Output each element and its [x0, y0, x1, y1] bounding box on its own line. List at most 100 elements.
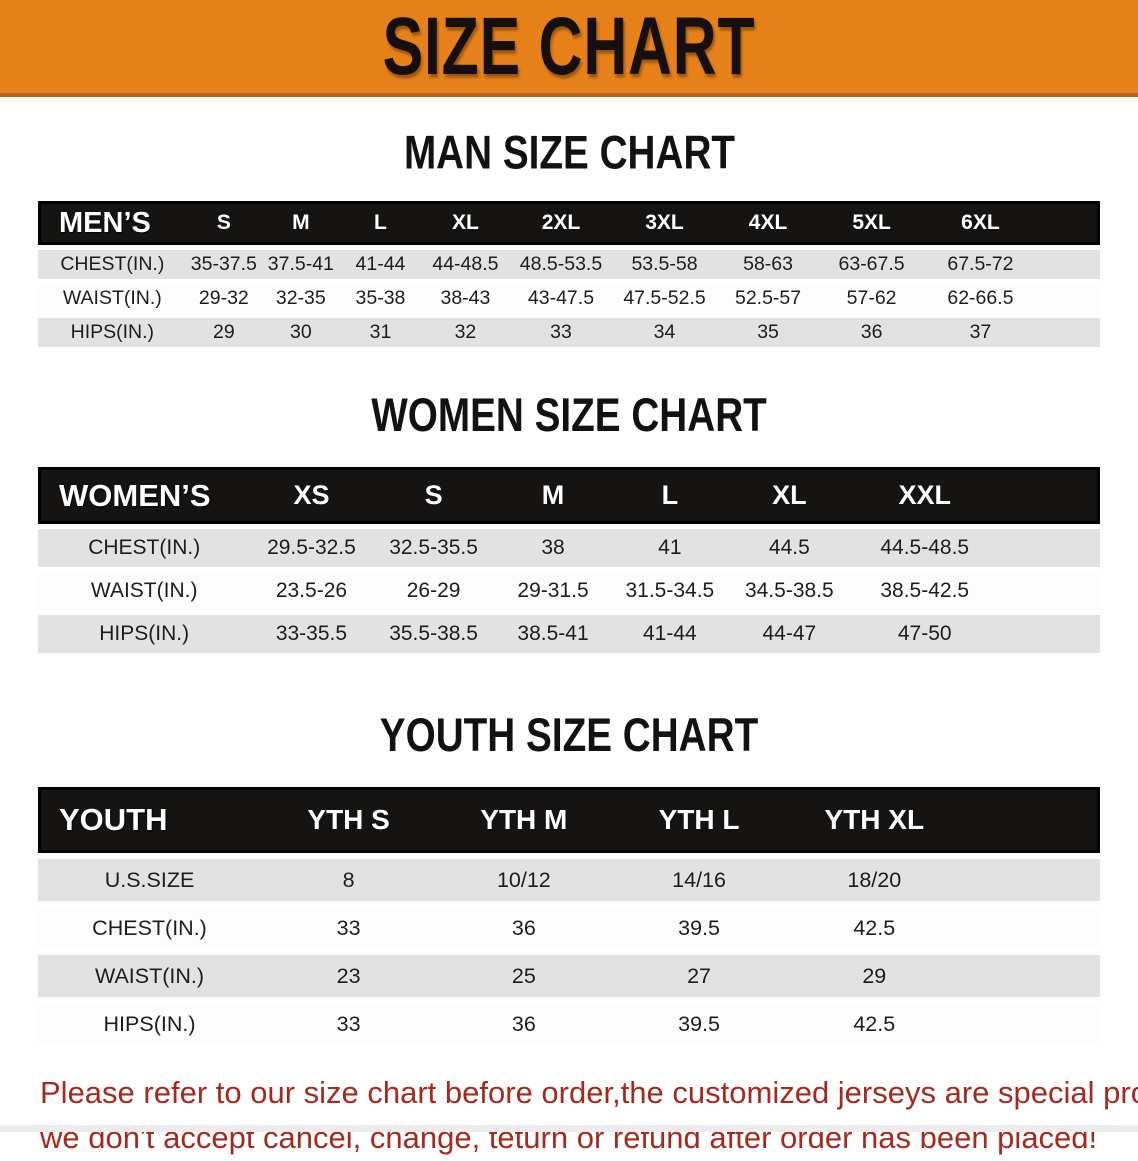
men-cell-waist-in-s: 29-32 — [186, 279, 261, 313]
youth-cell-chest-in-yth-m: 36 — [436, 901, 612, 949]
women-cell-hips-in-xl: 44-47 — [728, 610, 851, 653]
women-cell-chest-in-m: 38 — [494, 524, 612, 567]
youth-section: YOUTH SIZE CHART YOUTH YTH S YTH M YTH L YTH… — [0, 708, 1138, 1045]
men-cell-hips-in-3xl: 34 — [611, 313, 718, 347]
women-row-chest-in: CHEST(IN.) 29.5-32.5 32.5-35.5 38 41 44.5 44.5… — [38, 524, 1100, 567]
men-row-label-waist-in: WAIST(IN.) — [38, 279, 187, 313]
youth-row-spacer — [961, 901, 1100, 949]
women-cell-hips-in-l: 41-44 — [611, 610, 729, 653]
youth-row-label-chest-in: CHEST(IN.) — [38, 901, 262, 949]
women-cell-chest-in-l: 41 — [611, 524, 729, 567]
youth-cell-hips-in-yth-m: 36 — [436, 997, 612, 1045]
men-column-header-6xl: 6XL — [924, 201, 1037, 245]
men-section: MAN SIZE CHART MEN’S S M L XL 2XL 3XL 4XL 5XL 6XL… — [0, 125, 1138, 347]
youth-cell-waist-in-yth-m: 25 — [436, 949, 612, 997]
youth-row-waist-in: WAIST(IN.) 23 25 27 29 — [38, 949, 1100, 997]
women-row-label-hips-in: HIPS(IN.) — [38, 610, 251, 653]
women-heading-text: WOMEN SIZE CHART — [371, 387, 767, 442]
men-cell-waist-in-5xl: 57-62 — [818, 279, 925, 313]
men-cell-waist-in-4xl: 52.5-57 — [717, 279, 819, 313]
women-cell-waist-in-m: 29-31.5 — [494, 567, 612, 610]
men-row-spacer — [1036, 279, 1100, 313]
page-title: SIZE CHART — [382, 0, 756, 93]
women-size-table: WOMEN’S XS S M L XL XXL CHEST(IN.) 29.5-32.5 32.5… — [38, 467, 1100, 653]
men-row-chest-in: CHEST(IN.) 35-37.5 37.5-41 41-44 44-48.5 48.5… — [38, 245, 1100, 279]
men-cell-waist-in-m: 32-35 — [261, 279, 341, 313]
women-cell-waist-in-l: 31.5-34.5 — [611, 567, 729, 610]
women-cell-waist-in-xxl: 38.5-42.5 — [850, 567, 1000, 610]
men-cell-chest-in-2xl: 48.5-53.5 — [510, 245, 612, 279]
men-cell-hips-in-2xl: 33 — [510, 313, 612, 347]
men-heading-text: MAN SIZE CHART — [403, 125, 735, 180]
men-row-waist-in: WAIST(IN.) 29-32 32-35 35-38 38-43 43-47.5 47.… — [38, 279, 1100, 313]
men-cell-chest-in-s: 35-37.5 — [186, 245, 261, 279]
youth-column-header-yth-xl: YTH XL — [786, 787, 962, 853]
youth-table-title: YOUTH — [38, 787, 262, 853]
youth-row-spacer — [961, 853, 1100, 901]
men-cell-chest-in-4xl: 58-63 — [717, 245, 819, 279]
men-cell-hips-in-5xl: 36 — [818, 313, 925, 347]
men-column-header-4xl: 4XL — [717, 201, 819, 245]
youth-cell-waist-in-yth-l: 27 — [611, 949, 787, 997]
banner: SIZE CHART — [0, 0, 1138, 97]
women-section-heading: WOMEN SIZE CHART — [0, 387, 1138, 442]
men-cell-hips-in-l: 31 — [340, 313, 421, 347]
women-header-spacer — [999, 467, 1100, 524]
men-cell-chest-in-xl: 44-48.5 — [420, 245, 511, 279]
women-column-header-xxl: XXL — [850, 467, 1000, 524]
men-cell-chest-in-6xl: 67.5-72 — [924, 245, 1037, 279]
women-cell-hips-in-xxl: 47-50 — [850, 610, 1000, 653]
women-cell-hips-in-s: 35.5-38.5 — [372, 610, 495, 653]
youth-row-u-s-size: U.S.SIZE 8 10/12 14/16 18/20 — [38, 853, 1100, 901]
youth-cell-u-s-size-yth-l: 14/16 — [611, 853, 787, 901]
women-cell-chest-in-xxl: 44.5-48.5 — [850, 524, 1000, 567]
women-row-label-waist-in: WAIST(IN.) — [38, 567, 251, 610]
disclaimer: Please refer to our size chart before or… — [40, 1071, 1138, 1161]
women-header-row: WOMEN’S XS S M L XL XXL — [38, 467, 1100, 524]
men-column-header-m: M — [261, 201, 341, 245]
men-cell-chest-in-m: 37.5-41 — [261, 245, 341, 279]
women-column-header-m: M — [494, 467, 612, 524]
youth-column-header-yth-l: YTH L — [611, 787, 787, 853]
men-column-header-5xl: 5XL — [818, 201, 925, 245]
youth-row-chest-in: CHEST(IN.) 33 36 39.5 42.5 — [38, 901, 1100, 949]
youth-cell-hips-in-yth-xl: 42.5 — [786, 997, 962, 1045]
youth-cell-u-s-size-yth-xl: 18/20 — [786, 853, 962, 901]
men-column-header-3xl: 3XL — [611, 201, 718, 245]
women-cell-waist-in-xl: 34.5-38.5 — [728, 567, 851, 610]
youth-cell-waist-in-yth-s: 23 — [261, 949, 437, 997]
men-row-spacer — [1036, 313, 1100, 347]
women-column-header-xs: XS — [250, 467, 373, 524]
youth-cell-waist-in-yth-xl: 29 — [786, 949, 962, 997]
men-cell-waist-in-l: 35-38 — [340, 279, 421, 313]
youth-section-heading: YOUTH SIZE CHART — [0, 708, 1138, 762]
men-column-header-s: S — [186, 201, 261, 245]
youth-cell-chest-in-yth-s: 33 — [261, 901, 437, 949]
youth-row-label-waist-in: WAIST(IN.) — [38, 949, 262, 997]
women-section: WOMEN SIZE CHART WOMEN’S XS S M L XL XXL CHEST(… — [0, 387, 1138, 653]
men-row-hips-in: HIPS(IN.) 29 30 31 32 33 34 35 36 37 — [38, 313, 1100, 347]
men-column-header-xl: XL — [420, 201, 511, 245]
youth-cell-chest-in-yth-l: 39.5 — [611, 901, 787, 949]
men-cell-chest-in-5xl: 63-67.5 — [818, 245, 925, 279]
women-cell-chest-in-s: 32.5-35.5 — [372, 524, 495, 567]
youth-size-table: YOUTH YTH S YTH M YTH L YTH XL U.S.SIZE 8 10/12… — [38, 787, 1100, 1045]
women-row-spacer — [999, 567, 1100, 610]
men-table-title: MEN’S — [38, 201, 187, 245]
youth-cell-hips-in-yth-l: 39.5 — [611, 997, 787, 1045]
youth-row-spacer — [961, 997, 1100, 1045]
men-cell-hips-in-xl: 32 — [420, 313, 511, 347]
men-cell-hips-in-m: 30 — [261, 313, 341, 347]
women-cell-chest-in-xl: 44.5 — [728, 524, 851, 567]
men-cell-waist-in-2xl: 43-47.5 — [510, 279, 612, 313]
youth-cell-chest-in-yth-xl: 42.5 — [786, 901, 962, 949]
disclaimer-line-2: we don't accept cancel, change, teturn o… — [40, 1119, 1098, 1155]
youth-header-spacer — [961, 787, 1100, 853]
men-cell-hips-in-s: 29 — [186, 313, 261, 347]
youth-row-label-u-s-size: U.S.SIZE — [38, 853, 262, 901]
women-row-hips-in: HIPS(IN.) 33-35.5 35.5-38.5 38.5-41 41-44 44-… — [38, 610, 1100, 653]
youth-row-hips-in: HIPS(IN.) 33 36 39.5 42.5 — [38, 997, 1100, 1045]
youth-column-header-yth-s: YTH S — [261, 787, 437, 853]
men-section-heading: MAN SIZE CHART — [0, 125, 1138, 180]
men-size-table: MEN’S S M L XL 2XL 3XL 4XL 5XL 6XL CHEST(IN.) 35-37… — [38, 201, 1100, 347]
